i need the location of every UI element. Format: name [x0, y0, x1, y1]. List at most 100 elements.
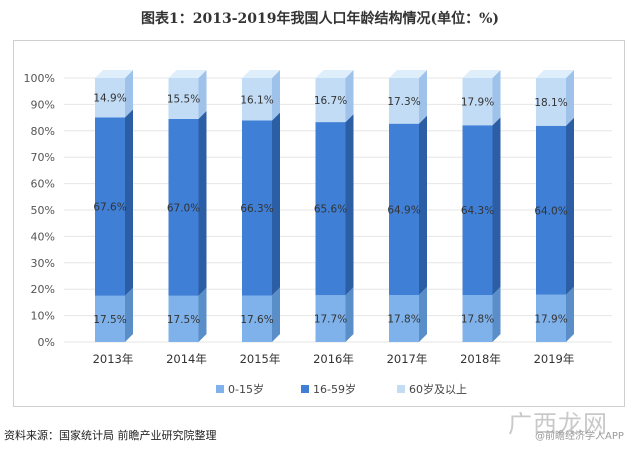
bar-mid-side: [419, 115, 427, 296]
bar-mid-front: [389, 123, 419, 296]
data-label: 17.9%: [461, 97, 494, 109]
data-label: 16.7%: [314, 95, 347, 107]
data-label: 64.3%: [461, 205, 494, 217]
bar-high-side: [566, 70, 574, 126]
chart-plot: 0% 10% 20% 30% 40% 50% 60% 70% 80% 90% 100% 17.5% 67…: [24, 70, 612, 396]
legend-swatch: [301, 385, 309, 393]
x-tick-label: 2019年: [534, 352, 575, 366]
bar-low-side: [566, 286, 574, 342]
y-tick-label: 40%: [31, 230, 55, 243]
bar-high-top: [95, 70, 133, 78]
x-tick-label: 2017年: [387, 352, 428, 366]
legend-label: 60岁及以上: [409, 382, 467, 396]
bar-high-front: [95, 78, 125, 118]
bar-mid-front: [242, 120, 272, 296]
bar-low-side: [272, 287, 280, 342]
bar-high-top: [168, 70, 207, 78]
brand-subtitle: @前瞻经济学人APP: [535, 431, 624, 442]
legend-swatch: [397, 385, 405, 393]
data-label: 18.1%: [534, 97, 567, 109]
bar-high-front: [315, 78, 346, 123]
bar-mid-side: [125, 109, 133, 296]
bar-high-side: [272, 70, 280, 121]
y-tick-label: 10%: [31, 310, 55, 323]
bar-mid-side: [345, 114, 354, 296]
bar-high-top: [315, 70, 354, 78]
bar-high-front: [168, 78, 199, 119]
bar-mid-side: [492, 117, 501, 296]
data-label: 17.5%: [167, 314, 200, 326]
y-tick-label: 50%: [31, 204, 55, 217]
y-tick-label: 0%: [38, 336, 55, 349]
bar-high-front: [462, 78, 493, 126]
data-label: 16.1%: [240, 94, 273, 106]
bar-low-side: [198, 287, 207, 342]
chart-title: 图表1：2013-2019年我国人口年龄结构情况(单位：%): [140, 11, 500, 27]
bar-low-side: [492, 287, 501, 342]
data-label: 17.3%: [387, 96, 420, 108]
y-tick-label: 100%: [24, 72, 55, 85]
data-label: 64.0%: [534, 205, 567, 217]
bar-low-side: [125, 287, 133, 342]
y-tick-label: 80%: [31, 125, 55, 138]
bar-mid-side: [198, 110, 207, 296]
data-label: 17.8%: [387, 314, 420, 326]
x-tick-label: 2018年: [460, 352, 501, 366]
data-label: 17.7%: [314, 314, 347, 326]
bar-mid-side: [566, 117, 574, 295]
bar-high-side: [125, 70, 133, 118]
data-label: 15.5%: [167, 93, 200, 105]
bar-low-front: [536, 294, 566, 342]
y-tick-label: 70%: [31, 151, 55, 164]
bar-low-side: [419, 287, 427, 342]
bar-mid-front: [462, 125, 493, 296]
data-label: 64.9%: [387, 204, 420, 216]
bar-low-front: [389, 295, 419, 342]
y-tick-label: 90%: [31, 98, 55, 111]
bar-high-top: [462, 70, 501, 78]
x-tick-label: 2015年: [240, 352, 281, 366]
bar-low-front: [315, 295, 346, 342]
y-tick-label: 20%: [31, 283, 55, 296]
bar-low-front: [95, 295, 125, 342]
bar-high-side: [492, 70, 501, 126]
bar-mid-front: [536, 125, 566, 295]
x-tick-label: 2016年: [313, 352, 354, 366]
x-tick-label: 2013年: [93, 352, 134, 366]
y-tick-label: 60%: [31, 178, 55, 191]
bar-high-side: [198, 70, 207, 119]
bar-high-front: [536, 78, 566, 126]
bar-high-top: [389, 70, 427, 78]
data-label: 66.3%: [240, 203, 273, 215]
data-label: 17.5%: [93, 314, 126, 326]
bar-high-side: [345, 70, 354, 123]
bar-low-front: [242, 295, 272, 342]
bar-mid-front: [168, 118, 199, 296]
x-tick-label: 2014年: [166, 352, 207, 366]
data-label: 67.0%: [167, 202, 200, 214]
legend-label: 0-15岁: [228, 382, 264, 396]
data-label: 17.9%: [534, 313, 567, 325]
bar-high-top: [536, 70, 574, 78]
bar-low-side: [345, 287, 354, 342]
source-note: 资料来源：国家统计局 前瞻产业研究院整理: [4, 429, 217, 442]
legend-swatch: [216, 385, 224, 393]
y-tick-label: 30%: [31, 257, 55, 270]
bar-low-front: [462, 295, 493, 342]
data-label: 14.9%: [93, 93, 126, 105]
bar-mid-front: [95, 117, 125, 296]
bar-mid-front: [315, 122, 346, 296]
bar-high-front: [389, 78, 419, 124]
data-label: 65.6%: [314, 204, 347, 216]
bar-high-top: [242, 70, 280, 78]
bar-high-front: [242, 78, 272, 121]
data-label: 17.8%: [461, 314, 494, 326]
chart-frame: 0% 10% 20% 30% 40% 50% 60% 70% 80% 90% 100% 17.5% 67…: [13, 40, 625, 407]
bar-high-side: [419, 70, 427, 124]
bar-low-front: [168, 295, 199, 342]
data-label: 17.6%: [240, 314, 273, 326]
legend-label: 16-59岁: [313, 382, 356, 396]
bar-mid-side: [272, 112, 280, 296]
data-label: 67.6%: [93, 202, 126, 214]
brand-logo: 广西龙网: [508, 410, 608, 438]
